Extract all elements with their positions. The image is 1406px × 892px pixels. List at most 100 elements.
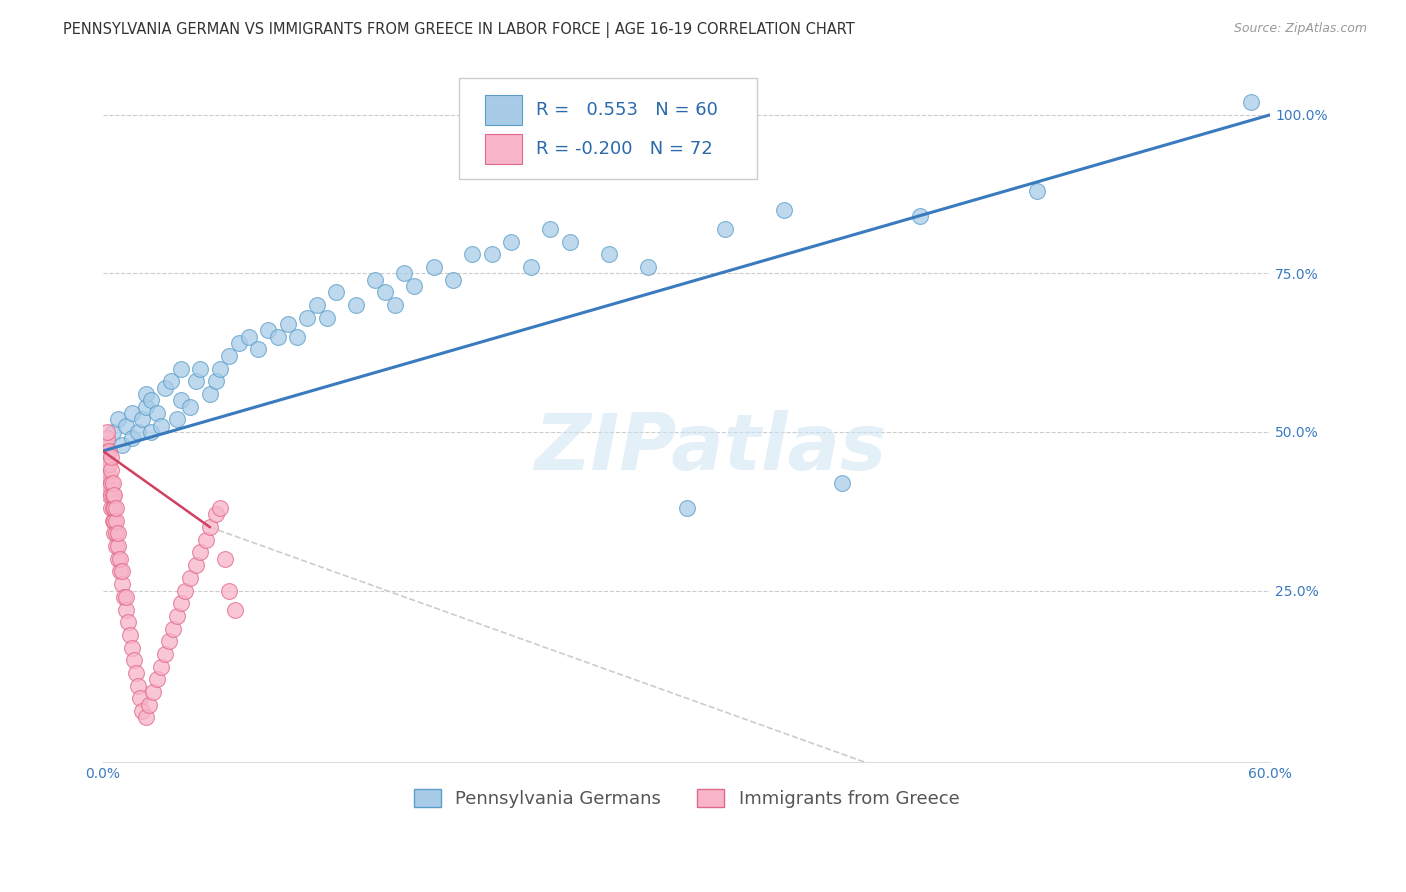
Point bbox=[208, 501, 231, 516]
Point bbox=[315, 310, 337, 325]
Point bbox=[1025, 184, 1047, 198]
Point bbox=[105, 539, 128, 553]
Point bbox=[135, 400, 157, 414]
Point bbox=[238, 330, 260, 344]
Point bbox=[204, 508, 226, 522]
Point bbox=[125, 665, 148, 680]
Point bbox=[224, 602, 246, 616]
Point bbox=[107, 526, 129, 541]
Point bbox=[93, 437, 115, 451]
Point bbox=[101, 514, 124, 528]
Point bbox=[218, 583, 240, 598]
Point bbox=[100, 463, 122, 477]
Point bbox=[831, 475, 853, 490]
Point bbox=[101, 425, 124, 439]
Point bbox=[277, 317, 299, 331]
Point bbox=[111, 565, 134, 579]
Text: PENNSYLVANIA GERMAN VS IMMIGRANTS FROM GREECE IN LABOR FORCE | AGE 16-19 CORRELA: PENNSYLVANIA GERMAN VS IMMIGRANTS FROM G… bbox=[63, 22, 855, 38]
Point bbox=[96, 457, 118, 471]
Point bbox=[96, 425, 118, 439]
Point bbox=[97, 482, 120, 496]
Point bbox=[714, 222, 737, 236]
Point bbox=[117, 615, 139, 630]
Point bbox=[186, 374, 208, 388]
Point bbox=[103, 488, 125, 502]
Point bbox=[538, 222, 561, 236]
Point bbox=[115, 602, 138, 616]
Point bbox=[481, 247, 503, 261]
Point bbox=[908, 209, 931, 223]
Point bbox=[96, 444, 118, 458]
Point bbox=[100, 501, 122, 516]
Point bbox=[96, 463, 118, 477]
Point bbox=[188, 361, 211, 376]
Point bbox=[162, 622, 184, 636]
Point bbox=[128, 691, 150, 706]
Point bbox=[93, 463, 115, 477]
Point bbox=[325, 285, 347, 300]
Point bbox=[287, 330, 309, 344]
Point bbox=[558, 235, 581, 249]
Point bbox=[169, 596, 191, 610]
Point bbox=[520, 260, 543, 274]
Point bbox=[169, 393, 191, 408]
Point bbox=[97, 457, 120, 471]
Point bbox=[675, 501, 697, 516]
Point bbox=[295, 310, 318, 325]
Point bbox=[179, 400, 201, 414]
Point bbox=[204, 374, 226, 388]
Point bbox=[121, 431, 143, 445]
Point bbox=[179, 571, 201, 585]
Point bbox=[110, 565, 132, 579]
Point bbox=[93, 469, 115, 483]
Text: ZIPatlas: ZIPatlas bbox=[534, 409, 886, 486]
Point bbox=[135, 387, 157, 401]
Point bbox=[103, 526, 125, 541]
Point bbox=[305, 298, 328, 312]
Point bbox=[127, 679, 149, 693]
FancyBboxPatch shape bbox=[458, 78, 756, 179]
Point bbox=[374, 285, 396, 300]
Point bbox=[122, 653, 145, 667]
Point bbox=[218, 349, 240, 363]
Point bbox=[598, 247, 620, 261]
Point bbox=[441, 273, 464, 287]
Point bbox=[97, 469, 120, 483]
Point bbox=[404, 279, 426, 293]
Point bbox=[101, 501, 124, 516]
Point bbox=[121, 406, 143, 420]
Point bbox=[107, 412, 129, 426]
Point bbox=[267, 330, 290, 344]
Point bbox=[344, 298, 367, 312]
FancyBboxPatch shape bbox=[485, 134, 522, 164]
Point bbox=[103, 514, 125, 528]
Point bbox=[107, 551, 129, 566]
Point bbox=[101, 488, 124, 502]
Point bbox=[115, 418, 138, 433]
Point bbox=[394, 266, 416, 280]
Point bbox=[186, 558, 208, 573]
Point bbox=[135, 710, 157, 724]
Point bbox=[127, 425, 149, 439]
Point bbox=[138, 698, 160, 712]
Point bbox=[166, 412, 188, 426]
Point bbox=[112, 590, 135, 604]
Point bbox=[103, 501, 125, 516]
Point bbox=[107, 539, 129, 553]
Text: Source: ZipAtlas.com: Source: ZipAtlas.com bbox=[1233, 22, 1367, 36]
Point bbox=[141, 393, 163, 408]
Point bbox=[142, 685, 165, 699]
Point bbox=[461, 247, 484, 261]
Point bbox=[157, 634, 180, 648]
Point bbox=[257, 323, 280, 337]
Point bbox=[364, 273, 387, 287]
Legend: Pennsylvania Germans, Immigrants from Greece: Pennsylvania Germans, Immigrants from Gr… bbox=[406, 781, 967, 815]
Point bbox=[111, 437, 134, 451]
Point bbox=[169, 361, 191, 376]
Point bbox=[208, 361, 231, 376]
Point bbox=[100, 475, 122, 490]
Point bbox=[198, 387, 221, 401]
Point bbox=[93, 450, 115, 465]
Point bbox=[141, 425, 163, 439]
FancyBboxPatch shape bbox=[485, 95, 522, 125]
